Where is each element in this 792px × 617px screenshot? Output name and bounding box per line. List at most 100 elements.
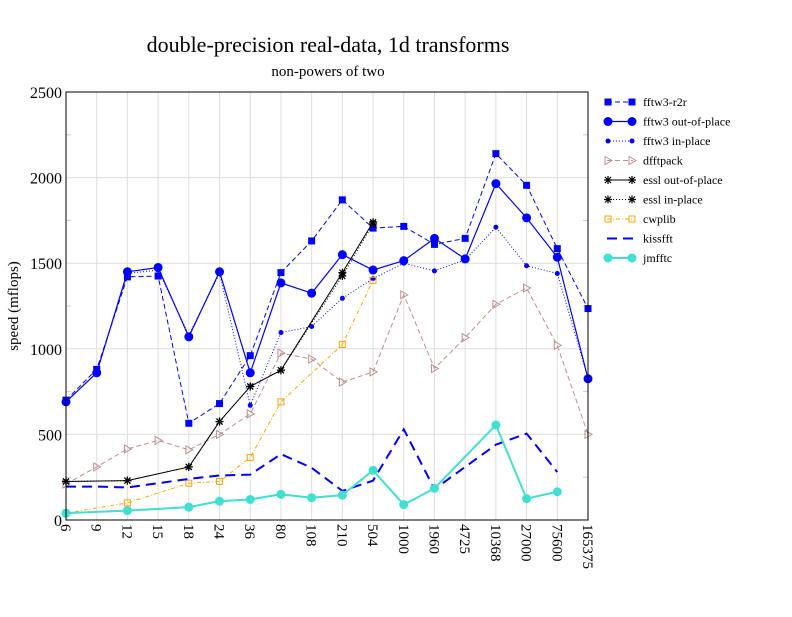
series-line (65, 223, 374, 482)
star-marker (215, 417, 224, 426)
x-tick-label: 10368 (487, 524, 503, 562)
triangle-marker (369, 367, 379, 377)
x-tick-label: 80 (272, 524, 288, 539)
series-line (66, 427, 559, 493)
series-kissfft (66, 427, 559, 493)
circle-marker (429, 483, 439, 493)
square-marker (123, 273, 131, 281)
dot-marker (605, 138, 611, 144)
y-tick-label: 500 (38, 427, 62, 444)
circle-marker (522, 494, 532, 504)
legend-label: jmfftc (642, 251, 672, 265)
square-marker (492, 150, 500, 158)
open-square-marker (628, 215, 636, 223)
circle-marker (603, 253, 613, 263)
legend-item: fftw3-r2r (604, 95, 687, 109)
dot-marker (309, 324, 315, 330)
legend-label: essl out-of-place (643, 173, 723, 187)
legend-item: jmfftc (603, 251, 672, 265)
circle-marker (307, 288, 317, 298)
y-axis-label: speed (mflops) (6, 261, 22, 351)
y-tick-label: 1000 (30, 342, 62, 359)
star-marker (276, 366, 285, 375)
dot-marker (493, 224, 499, 230)
circle-marker (368, 465, 378, 475)
x-tick-label: 9 (88, 524, 104, 532)
dot-marker (462, 257, 468, 263)
star-marker (338, 272, 347, 281)
circle-marker (627, 253, 637, 263)
square-marker (338, 196, 346, 204)
circle-marker (491, 179, 501, 189)
legend-item: fftw3 in-place (605, 134, 710, 148)
dot-marker (339, 295, 345, 301)
triangle-marker (216, 429, 225, 440)
legend-label: essl in-place (643, 193, 703, 207)
dot-marker (94, 370, 100, 376)
circle-marker (122, 506, 132, 516)
triangle-marker (308, 354, 317, 364)
series-fftw3-r2r (62, 150, 592, 427)
x-tick-label: 75600 (548, 524, 564, 562)
square-marker (185, 419, 193, 427)
dot-marker (124, 270, 130, 276)
square-marker (523, 181, 531, 189)
open-square-marker (369, 276, 377, 284)
y-tick-label: 2000 (30, 171, 62, 188)
x-tick-label: 15 (149, 524, 165, 539)
series-dfftpack (62, 283, 594, 489)
open-square-marker (246, 454, 254, 462)
x-tick-label: 6 (57, 524, 73, 532)
open-square-marker (216, 477, 224, 485)
y-tick-label: 2500 (30, 85, 62, 102)
legend-label: fftw3 in-place (643, 134, 710, 148)
star-marker (369, 219, 378, 228)
dot-marker (524, 263, 530, 269)
open-square-marker (123, 499, 131, 507)
triangle-marker (461, 332, 471, 343)
triangle-marker (123, 444, 133, 454)
square-marker (216, 400, 224, 408)
square-marker (369, 224, 377, 232)
chart-title: double-precision real-data, 1d transform… (147, 32, 510, 57)
legend-item: fftw3 out-of-place (603, 115, 730, 129)
plot-frame (65, 91, 589, 521)
series-fftw3-out-of-place (61, 179, 593, 407)
triangle-marker (185, 444, 194, 455)
square-marker (553, 245, 561, 253)
x-tick-label: 24 (211, 524, 227, 540)
circle-marker (337, 250, 347, 260)
y-tick-label: 0 (54, 513, 62, 530)
square-marker (154, 272, 162, 280)
triangle-marker (430, 363, 440, 374)
series-line (65, 287, 589, 485)
square-marker (461, 234, 469, 242)
square-marker (246, 352, 254, 360)
legend-item: dfftpack (604, 154, 683, 168)
series-line (65, 182, 589, 403)
x-tick-label: 1000 (395, 524, 411, 554)
circle-marker (552, 487, 562, 497)
triangle-marker (154, 435, 164, 446)
legend-label: dfftpack (643, 154, 683, 168)
triangle-marker (604, 155, 614, 166)
series-jmfftc (61, 420, 562, 518)
legend-item: essl in-place (604, 193, 703, 207)
circle-marker (184, 502, 194, 512)
star-marker (604, 195, 612, 204)
circle-marker (429, 233, 439, 243)
legend-label: fftw3-r2r (643, 95, 687, 109)
square-marker (604, 98, 612, 106)
open-square-marker (277, 398, 285, 406)
triangle-marker (400, 290, 409, 300)
triangle-marker (277, 348, 286, 358)
triangle-marker (246, 408, 256, 419)
series-fftw3-in-place (63, 224, 591, 408)
series-line (65, 226, 589, 407)
circle-marker (603, 117, 613, 126)
dot-marker (629, 138, 635, 144)
circle-marker (276, 278, 286, 288)
dot-marker (278, 330, 284, 336)
star-marker (628, 176, 636, 184)
